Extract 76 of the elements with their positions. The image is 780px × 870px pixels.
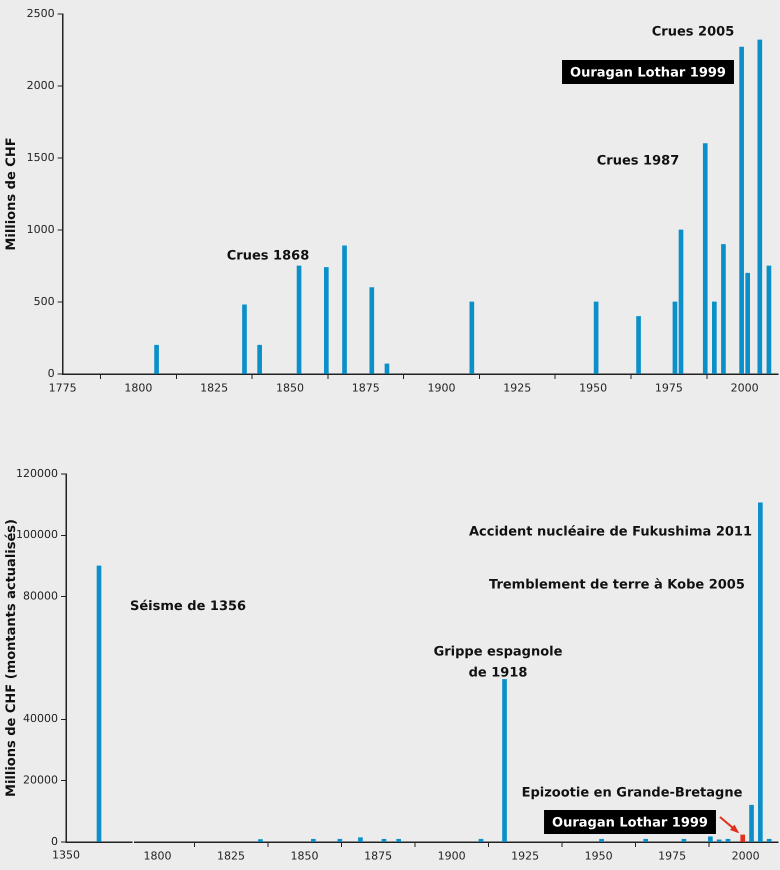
x-tick-label: 1950 <box>584 849 613 862</box>
x-tick-label: 1850 <box>276 381 304 394</box>
bar <box>396 838 401 842</box>
bar <box>257 344 262 374</box>
bar <box>311 838 316 842</box>
y-tick-label: 500 <box>34 294 55 308</box>
y-axis-title: Millions de CHF <box>4 137 20 251</box>
annotation: Accident nucléaire de Fukushima 2011 <box>468 524 752 540</box>
annotation: Ouragan Lothar 1999 <box>552 815 708 830</box>
y-tick-label: 0 <box>51 834 58 848</box>
bar <box>766 266 772 374</box>
bar <box>382 838 386 842</box>
y-tick-label: 2500 <box>26 6 55 20</box>
y-tick-label: 1500 <box>26 150 55 164</box>
bar <box>470 302 474 374</box>
y-tick-label: 100000 <box>16 528 58 542</box>
x-tick-label: 1975 <box>654 381 683 394</box>
annotation: Grippe espagnole de 1918 <box>434 644 563 680</box>
x-tick-label: 1925 <box>511 849 540 862</box>
x-tick-label: 1925 <box>503 381 532 394</box>
x-tick-label: 1800 <box>144 849 172 862</box>
y-tick-label: 0 <box>48 366 55 380</box>
bar <box>324 267 329 374</box>
bar <box>342 246 347 374</box>
y-tick-label: 40000 <box>23 712 58 726</box>
bar <box>338 838 342 842</box>
x-tick-label: 1825 <box>217 849 246 862</box>
x-tick-label: 1850 <box>290 849 319 862</box>
x-tick-label: 1875 <box>364 849 392 862</box>
annotation: Crues 1987 <box>596 153 680 168</box>
annotation: Crues 2005 <box>652 24 734 40</box>
y-tick-label: 120000 <box>16 466 58 480</box>
bar <box>599 838 604 842</box>
bar <box>749 804 754 842</box>
y-tick-label: 80000 <box>23 590 58 603</box>
bar <box>478 838 484 842</box>
x-tick-label: 1900 <box>438 849 466 862</box>
x-tick-label: 1800 <box>124 381 152 394</box>
bar <box>154 344 159 374</box>
bar <box>721 244 726 374</box>
bar <box>740 834 746 842</box>
bar <box>757 40 762 374</box>
x-tick-label: 1975 <box>658 849 686 862</box>
bar <box>242 304 247 374</box>
bar <box>296 266 302 374</box>
x-tick-label: 1875 <box>352 381 380 394</box>
bar <box>384 364 390 374</box>
x-tick-label: 1825 <box>200 381 228 394</box>
annotation: Tremblement de terre à Kobe 2005 <box>489 577 745 592</box>
bar <box>358 837 363 842</box>
annotation: Ouragan Lothar 1999 <box>570 65 726 80</box>
bar <box>708 836 713 842</box>
bar <box>726 838 730 842</box>
bar <box>712 302 717 374</box>
x-tick-label: 1775 <box>48 381 77 394</box>
y-tick-label: 2000 <box>26 78 55 92</box>
bar <box>594 302 598 374</box>
bar <box>758 502 763 842</box>
annotation: Epizootie en Grande-Bretagne <box>522 785 743 800</box>
y-tick-label: 20000 <box>23 774 58 787</box>
bar <box>766 838 772 842</box>
annotation: Séisme de 1356 <box>130 598 246 616</box>
x-tick-label: 2000 <box>730 381 759 394</box>
text: 1350 <box>52 848 80 862</box>
bar <box>682 838 686 842</box>
bar <box>702 143 708 374</box>
x-tick-label: 2000 <box>732 849 760 862</box>
annotation: Crues 1868 <box>226 248 310 264</box>
bar <box>636 316 641 374</box>
y-tick-label: 1000 <box>26 222 55 236</box>
bar <box>502 679 507 842</box>
bar <box>258 839 263 842</box>
bar <box>369 287 374 374</box>
x-tick-label: 1900 <box>428 381 456 394</box>
bar <box>643 838 648 842</box>
x-tick-label: 1950 <box>579 381 608 394</box>
